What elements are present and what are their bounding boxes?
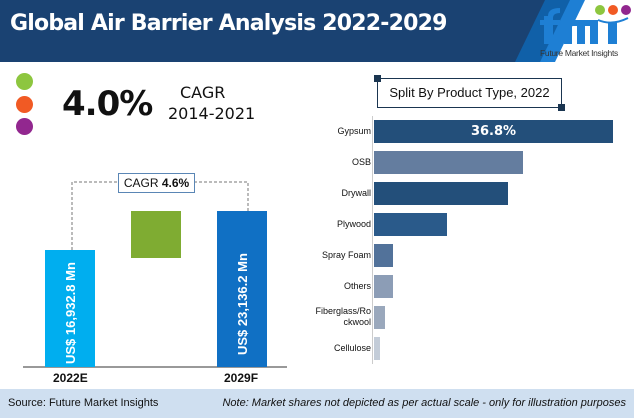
header-banner — [0, 0, 634, 62]
category-label: Others — [343, 281, 371, 291]
cagr-value: 4.0% — [62, 84, 153, 124]
hbar-spray-foam — [374, 244, 393, 267]
green-dot-icon — [16, 73, 33, 90]
category-label: Plywood — [336, 219, 371, 229]
logo-subtitle: Future Market Insights — [540, 48, 618, 58]
bar-2022E-label: US$ 16,932.8 Mn — [63, 262, 78, 364]
bar-2022E — [45, 250, 95, 367]
category-label: Drywall — [341, 188, 371, 198]
cagr-growth-block — [131, 211, 181, 258]
hbar-osb — [374, 151, 524, 174]
orange-dot-icon — [16, 96, 33, 113]
cagr-annotation: CAGR 4.6% — [118, 173, 195, 193]
fmi-logo — [540, 5, 631, 44]
y-axis-line — [372, 116, 373, 364]
hbar-drywall — [374, 182, 509, 205]
x-label-2022E: 2022E — [53, 371, 88, 385]
purple-dot-icon — [16, 118, 33, 135]
split-chart-title: Split By Product Type, 2022 — [377, 78, 562, 108]
title-corner-marker — [558, 104, 565, 111]
category-label: Spray Foam — [321, 250, 371, 260]
hbar-others — [374, 275, 393, 298]
bar-2029F — [217, 211, 267, 367]
category-label: OSB — [351, 157, 371, 167]
header-background — [0, 0, 585, 62]
category-label: Fiberglass/Ro ckwool — [315, 306, 371, 327]
hbar-data-label: 36.8% — [470, 124, 517, 139]
note-text: Note: Market shares not depicted as per … — [222, 397, 626, 409]
fmi-logo-mark — [540, 5, 631, 44]
cagr-period: 2014-2021 — [168, 104, 256, 123]
hbar-fiberglass-rockwool — [374, 306, 386, 329]
category-label: Cellulose — [333, 343, 371, 353]
hbar-gypsum: 36.8% — [374, 120, 613, 143]
cagr-label: CAGR — [180, 83, 226, 102]
bar-2029F-label: US$ 23,136.2 Mn — [235, 253, 250, 355]
x-label-2029F: 2029F — [224, 371, 259, 385]
hbar-plywood — [374, 213, 447, 236]
hbar-cellulose — [374, 337, 380, 360]
title-corner-marker — [374, 75, 381, 82]
cagr-annotation-value: 4.6% — [161, 176, 190, 190]
source-text: Source: Future Market Insights — [8, 397, 159, 409]
page-title: Global Air Barrier Analysis 2022-2029 — [10, 11, 447, 36]
cagr-annotation-label: CAGR — [123, 176, 159, 190]
category-label: Gypsum — [337, 126, 371, 136]
footer — [0, 389, 634, 418]
